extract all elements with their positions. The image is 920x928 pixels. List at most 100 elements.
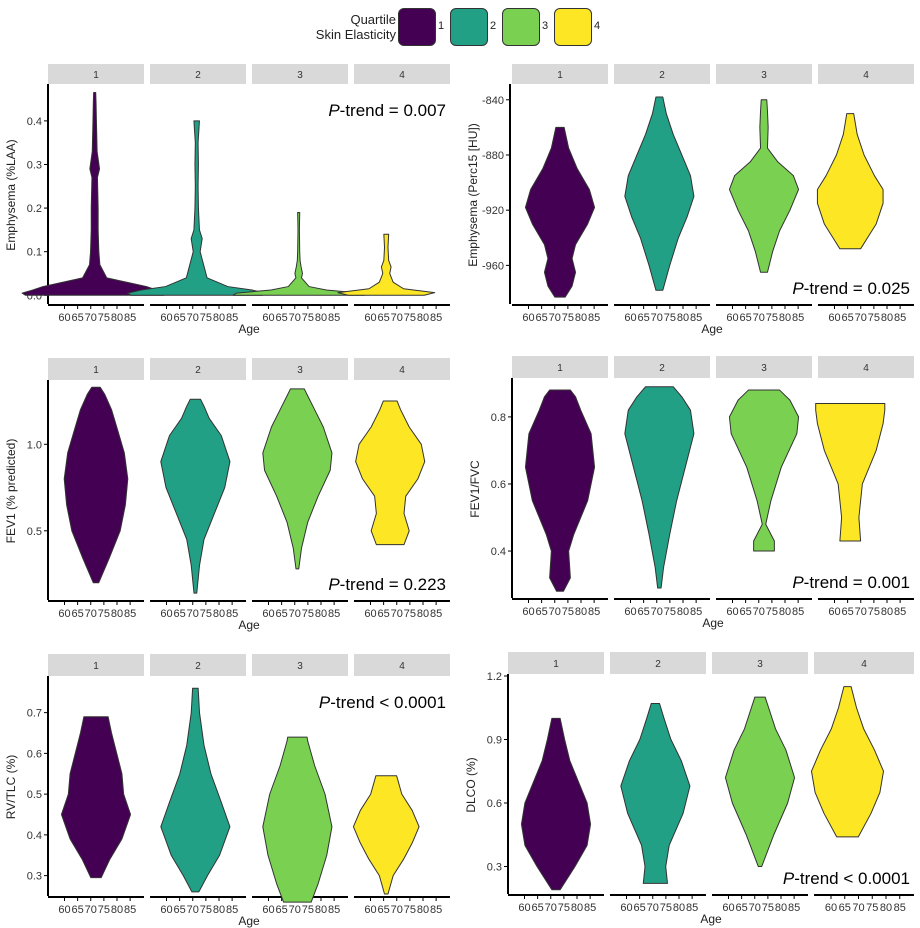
facet-strip-3 — [252, 358, 348, 380]
x-tick-label: 70 — [187, 904, 199, 916]
x-tick-label: 85 — [894, 312, 906, 324]
facet-label-3: 3 — [761, 70, 767, 81]
facet-strip-2 — [150, 358, 246, 380]
x-tick-label: 70 — [753, 606, 765, 618]
y-axis-title: FEV1 (% predicted) — [4, 439, 18, 544]
y-tick-label: 0.9 — [487, 734, 502, 746]
facet-strip-2 — [614, 356, 710, 378]
y-tick-label: 1.0 — [27, 439, 42, 451]
x-tick-label: 80 — [677, 312, 689, 324]
p-trend-italic: P — [328, 101, 340, 120]
facet-strip-2 — [150, 654, 246, 676]
x-tick-label: 70 — [289, 904, 301, 916]
x-tick-label: 75 — [562, 606, 574, 618]
x-tick-label: 85 — [792, 312, 804, 324]
x-tick-label: 80 — [111, 904, 123, 916]
x-tick-label: 60 — [624, 606, 636, 618]
y-tick-label: 0.7 — [27, 708, 42, 720]
x-tick-label: 80 — [779, 606, 791, 618]
y-tick-label: 0.3 — [27, 871, 42, 883]
facet-label-3: 3 — [757, 659, 763, 670]
y-tick-label: 0.1 — [27, 247, 42, 259]
facet-strip-2 — [150, 64, 246, 84]
x-tick-label: 70 — [85, 904, 97, 916]
x-tick-label: 60 — [364, 312, 376, 324]
x-tick-label: 80 — [213, 904, 225, 916]
x-tick-label: 70 — [391, 608, 403, 620]
x-tick-label: 70 — [753, 312, 765, 324]
violin-quartile-4 — [815, 402, 886, 542]
facet-label-2: 2 — [195, 70, 201, 81]
p-trend-italic: P — [319, 693, 331, 712]
x-tick-label: 80 — [417, 904, 429, 916]
violin-quartile-2 — [620, 703, 691, 884]
x-tick-label: 80 — [315, 312, 327, 324]
x-tick-label: 80 — [779, 312, 791, 324]
violin-quartile-3 — [728, 99, 800, 273]
y-tick-label: 0.3 — [487, 861, 502, 873]
x-tick-label: 80 — [775, 902, 787, 914]
x-tick-label: 60 — [825, 902, 837, 914]
x-tick-label: 70 — [391, 904, 403, 916]
x-tick-label: 85 — [124, 608, 136, 620]
y-tick-label: -880 — [482, 150, 504, 162]
facet-strip-1 — [48, 654, 144, 676]
x-tick-label: 70 — [651, 312, 663, 324]
violin-quartile-2 — [127, 120, 267, 296]
violin-quartile-4 — [811, 686, 884, 838]
x-tick-label: 60 — [620, 902, 632, 914]
x-axis-title: Age — [238, 618, 260, 632]
x-tick-label: 65 — [72, 608, 84, 620]
x-tick-label: 75 — [404, 312, 416, 324]
p-trend-text: -trend = 0.223 — [340, 575, 446, 594]
violin-quartile-1 — [524, 126, 596, 298]
x-tick-label: 60 — [624, 312, 636, 324]
p-trend-annotation: P-trend = 0.001 — [792, 573, 910, 592]
facet-label-1: 1 — [557, 363, 563, 374]
x-tick-label: 60 — [58, 608, 70, 620]
y-tick-label: 0.4 — [27, 830, 42, 842]
x-tick-label: 60 — [518, 902, 530, 914]
y-tick-label: 0.8 — [491, 412, 506, 424]
x-tick-label: 85 — [686, 902, 698, 914]
legend: Quartile Skin Elasticity 1 2 3 4 — [0, 0, 920, 54]
x-tick-label: 75 — [302, 904, 314, 916]
facet-label-3: 3 — [297, 661, 303, 672]
facet-label-3: 3 — [297, 70, 303, 81]
facet-strip-4 — [354, 654, 450, 676]
x-tick-label: 60 — [58, 312, 70, 324]
legend-label-4: 4 — [594, 20, 601, 32]
facet-strip-1 — [48, 358, 144, 380]
facet-strip-3 — [716, 64, 812, 84]
violin-quartile-1 — [524, 389, 596, 592]
x-tick-label: 85 — [894, 902, 906, 914]
facet-label-2: 2 — [659, 70, 665, 81]
y-tick-label: 0.3 — [27, 159, 42, 171]
x-tick-label: 80 — [213, 312, 225, 324]
x-tick-label: 80 — [881, 312, 893, 324]
x-tick-label: 80 — [111, 608, 123, 620]
x-tick-label: 80 — [213, 608, 225, 620]
facet-strip-3 — [716, 356, 812, 378]
x-tick-label: 70 — [187, 608, 199, 620]
x-tick-label: 75 — [664, 312, 676, 324]
facet-strip-2 — [614, 64, 710, 84]
x-tick-label: 85 — [690, 312, 702, 324]
x-tick-label: 75 — [868, 606, 880, 618]
x-tick-label: 65 — [638, 606, 650, 618]
x-tick-label: 85 — [894, 606, 906, 618]
facet-label-1: 1 — [553, 659, 559, 670]
x-tick-label: 75 — [660, 902, 672, 914]
x-tick-label: 70 — [289, 312, 301, 324]
x-axis-title: Age — [702, 616, 724, 630]
x-tick-label: 85 — [226, 312, 238, 324]
y-tick-label: 0.6 — [487, 798, 502, 810]
facet-strip-1 — [512, 356, 608, 378]
p-trend-italic: P — [783, 869, 795, 888]
facet-strip-4 — [818, 356, 914, 378]
violin-quartile-3 — [262, 736, 333, 903]
x-tick-label: 85 — [430, 608, 442, 620]
x-tick-label: 65 — [536, 312, 548, 324]
